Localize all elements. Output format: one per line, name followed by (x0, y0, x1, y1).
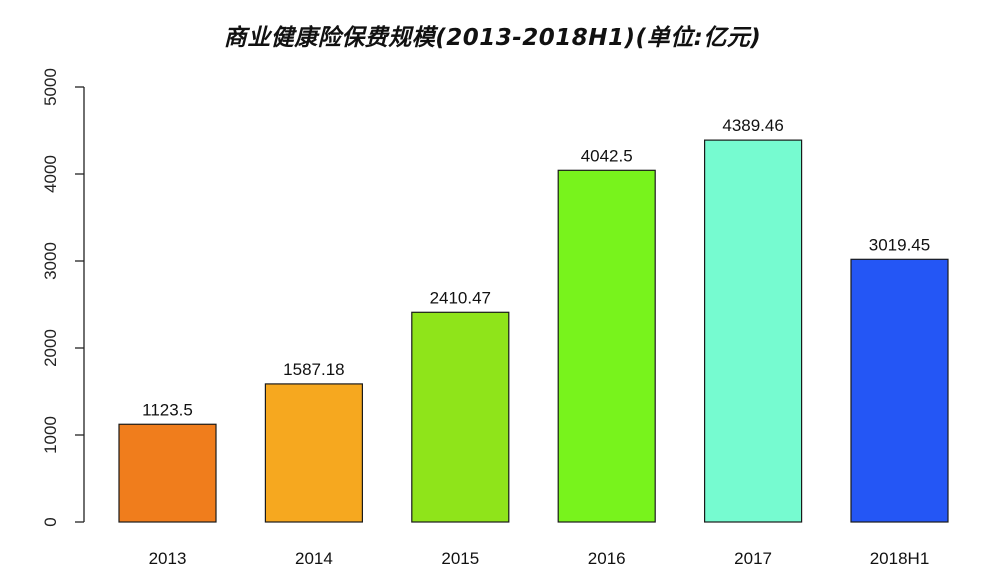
bar-value-labels: 1123.5 1587.18 2410.47 4042.5 4389.46 3019.45 (142, 116, 930, 419)
bar (264, 383, 363, 523)
bar-value-label: 1123.5 (142, 400, 193, 419)
y-tick-label: 1000 (41, 416, 60, 454)
bar (703, 139, 803, 523)
x-tick-label: 2015 (441, 549, 479, 568)
y-tick-label: 5000 (41, 68, 60, 106)
bar-value-label: 3019.45 (869, 235, 930, 254)
y-tick-label: 2000 (41, 329, 60, 367)
y-tick-label: 4000 (41, 155, 60, 193)
x-tick-label: 2013 (149, 549, 187, 568)
x-tick-label: 2017 (734, 549, 772, 568)
y-axis: 0 1000 2000 3000 4000 5000 (41, 68, 85, 527)
x-tick-label: 2018H1 (870, 549, 930, 568)
y-tick-label: 0 (41, 517, 60, 526)
x-tick-label: 2016 (588, 549, 626, 568)
bar (411, 311, 510, 523)
bar-value-label: 2410.47 (430, 288, 491, 307)
bar-value-label: 1587.18 (283, 360, 344, 379)
bar-value-label: 4042.5 (581, 146, 633, 165)
y-tick-label: 3000 (41, 242, 60, 280)
chart-title: 商业健康险保费规模(2013-2018H1)(单位:亿元) (223, 25, 762, 51)
bar (118, 423, 217, 523)
bars (118, 139, 949, 523)
x-tick-label: 2014 (295, 549, 333, 568)
x-axis-labels: 2013 2014 2015 2016 2017 2018H1 (149, 549, 930, 568)
bar (557, 169, 656, 523)
bar (850, 258, 949, 523)
bar-value-label: 4389.46 (722, 116, 783, 135)
